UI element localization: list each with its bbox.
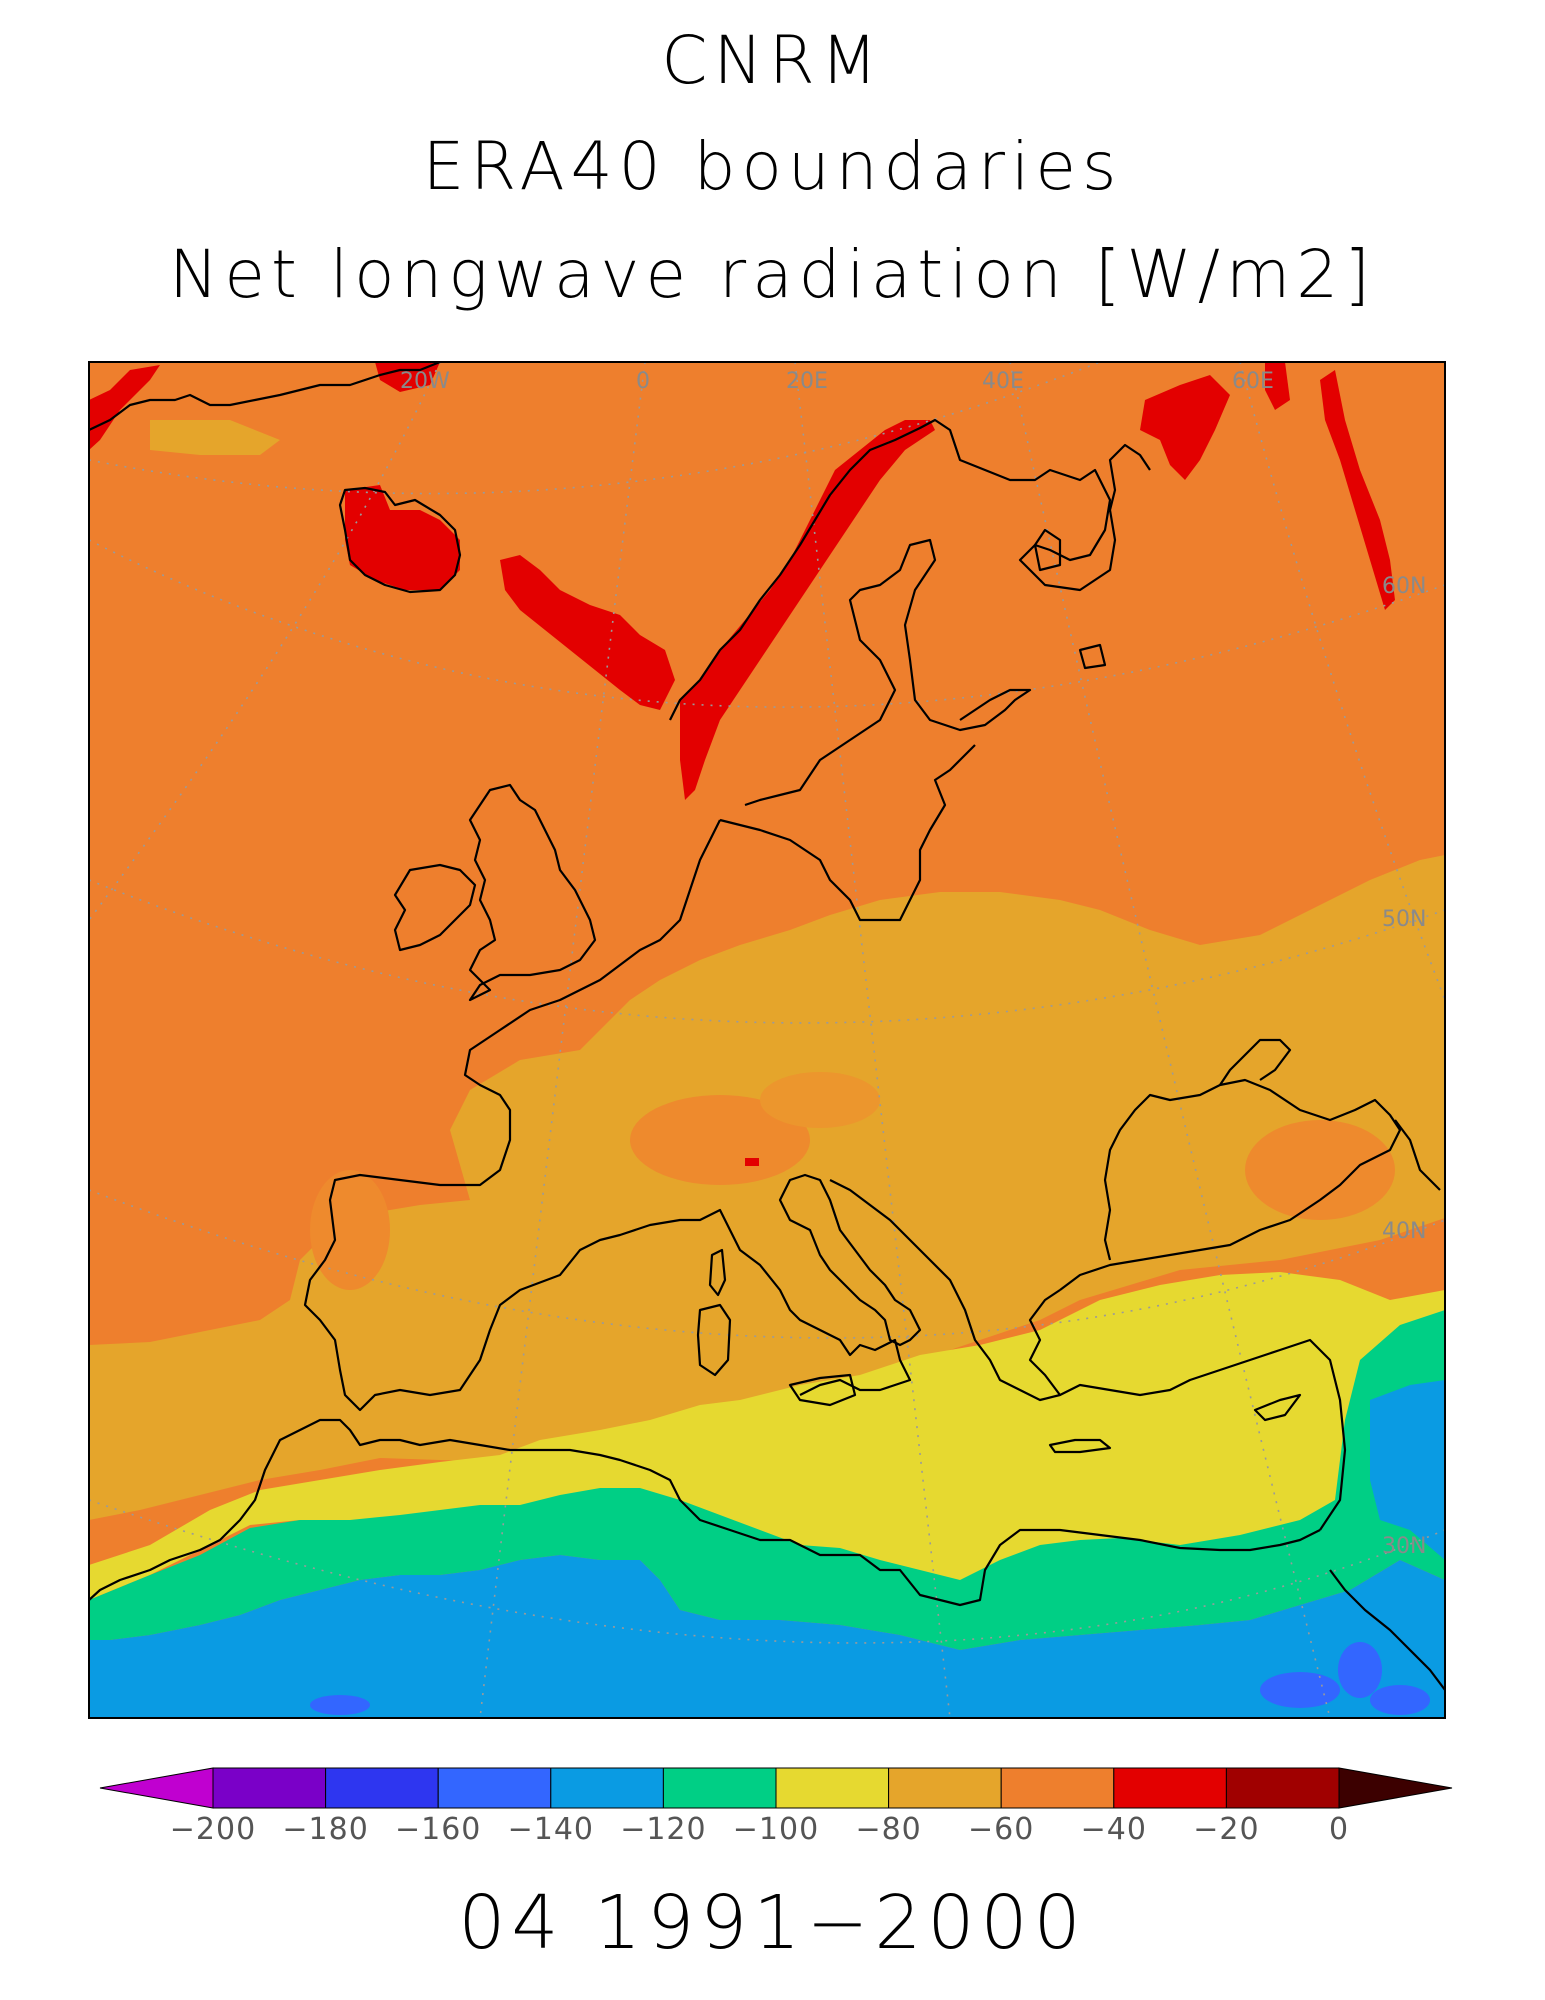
coast-turkey-levant: [1059, 1338, 1347, 1531]
red-alps-spot: [745, 1158, 759, 1166]
colorbar-tick-label: −140: [507, 1812, 594, 1847]
red-topleft: [89, 365, 160, 450]
red-ural: [1320, 370, 1395, 610]
period-label: 04 1991−2000: [458, 1880, 1087, 1966]
lat-70: [89, 362, 1101, 495]
colorbar-swatch-1: [325, 1767, 439, 1809]
colorbar-tick-label: −200: [169, 1812, 257, 1847]
field-red: [89, 362, 1395, 1166]
field-yellow-east: [870, 1360, 1345, 1595]
red-sval: [1265, 362, 1290, 410]
coast-italy: [778, 1173, 922, 1347]
colorbar-swatch-3: [550, 1767, 664, 1809]
field-darkblue-4: [1370, 1685, 1430, 1715]
map-frame: [88, 361, 1446, 1719]
colorbar-tick-label: −100: [732, 1812, 820, 1847]
lat-label-60n: 60N: [1382, 574, 1426, 599]
lon-label-60e: 60E: [1232, 369, 1274, 394]
title-line-2: ERA40 boundaries: [422, 128, 1123, 205]
coast-corsica: [708, 1248, 727, 1297]
lon-label-20w: 20W: [400, 369, 450, 394]
coast-azov: [1219, 1038, 1292, 1086]
coast-lake-ladoga: [1078, 643, 1107, 670]
lon-label-20e: 20E: [786, 369, 828, 394]
graticule: [89, 362, 1445, 1718]
lat-label-30n: 30N: [1382, 1534, 1426, 1559]
colorbar-tick-label: −40: [1080, 1812, 1147, 1847]
red-novaya: [1140, 375, 1230, 480]
coast-cyprus: [1253, 1393, 1302, 1422]
title-line-3: Net longwave radiation [W/m2]: [169, 236, 1376, 313]
colorbar-swatch-9: [1225, 1767, 1340, 1809]
field-amber: [89, 855, 1445, 1520]
lon-60e: [1239, 362, 1445, 1001]
colorbar-swatch-0: [212, 1767, 327, 1809]
field-blue-east: [1370, 1380, 1445, 1560]
lon-label-40e: 40E: [982, 369, 1024, 394]
red-iceland: [345, 485, 460, 590]
coast-atlantic-europe: [303, 819, 912, 1412]
coast-balkans: [829, 1179, 1062, 1402]
coast-britain: [468, 783, 597, 1002]
lat-label-50n: 50N: [1382, 907, 1426, 932]
colorbar-swatch-7: [1000, 1767, 1115, 1809]
coast-baltic: [719, 744, 976, 922]
title-line-1: CNRM: [661, 22, 884, 99]
colorbar-tick-label: −60: [968, 1812, 1035, 1847]
colorbar-tick-label: −20: [1193, 1812, 1260, 1847]
field-orange-caspian: [1245, 1120, 1395, 1220]
lat-label-40n: 40N: [1382, 1219, 1426, 1244]
colorbar: [99, 1767, 1453, 1809]
field-darkblue-3: [1338, 1642, 1382, 1698]
colorbar-swatch-2: [437, 1767, 552, 1809]
field-amber-north: [150, 420, 280, 455]
coast-crete: [1048, 1438, 1112, 1454]
coast-sweden-gulf: [744, 538, 1032, 807]
lon-20w: [89, 362, 441, 921]
colorbar-swatch-8: [1113, 1767, 1227, 1809]
colorbar-swatch-4: [662, 1767, 777, 1809]
colorbar-high-arrow: [1338, 1767, 1453, 1809]
field-orange-alps: [630, 1095, 810, 1185]
colorbar-tick-label: −180: [282, 1812, 369, 1847]
coast-sicily: [788, 1373, 857, 1407]
field-darkblue-2: [1260, 1672, 1340, 1708]
colorbar-tick-label: 0: [1328, 1812, 1350, 1847]
coast-scandinavia: [669, 418, 1151, 721]
field-darkblue-1: [310, 1695, 370, 1715]
coast-caspian: [1394, 1119, 1441, 1191]
colorbar-tick-label: −80: [855, 1812, 922, 1847]
field-orange-carpath: [760, 1072, 880, 1128]
field-green: [89, 1310, 1445, 1650]
colorbar-tick-label: −120: [620, 1812, 707, 1847]
colorbar-low-arrow: [99, 1767, 214, 1809]
map-field: [89, 362, 1445, 1718]
coast-black-sea: [1059, 1078, 1402, 1291]
graticule-labels: 20W 0 20E 40E 60E 60N 50N 40N 30N: [400, 369, 1426, 1559]
colorbar-swatch-6: [888, 1767, 1002, 1809]
coastlines: [89, 362, 1445, 1691]
coast-topleft: [89, 362, 441, 431]
field-orange-iberia: [310, 1170, 390, 1290]
red-faroe: [500, 555, 675, 710]
colorbar-swatch-5: [775, 1767, 890, 1809]
coast-north-africa: [89, 1418, 1321, 1607]
lat-50: [89, 879, 1445, 1024]
coast-white-sea: [1033, 528, 1062, 572]
coast-ireland: [393, 863, 477, 952]
coast-sardinia: [696, 1303, 732, 1377]
coast-iceland: [338, 486, 462, 594]
colorbar-tick-label: −160: [394, 1812, 482, 1847]
lon-20e: [794, 362, 951, 1718]
lon-label-0: 0: [636, 369, 650, 394]
coast-red-sea: [1329, 1569, 1445, 1691]
